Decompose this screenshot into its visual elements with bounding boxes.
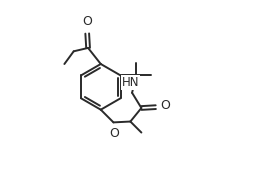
Text: O: O <box>161 99 170 112</box>
Text: O: O <box>109 127 119 140</box>
Text: HN: HN <box>122 76 139 89</box>
Text: O: O <box>82 15 92 28</box>
